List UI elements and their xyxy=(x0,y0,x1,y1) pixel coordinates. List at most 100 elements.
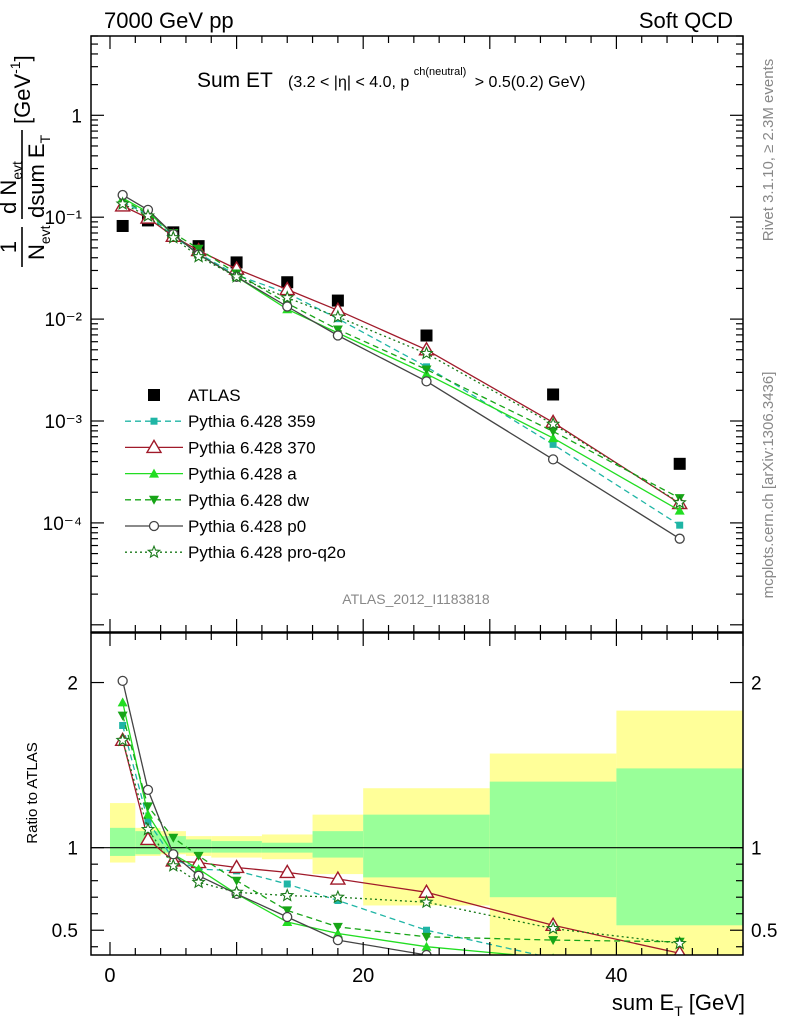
ratio-point-pythia-6-428-pro-q2o xyxy=(229,884,244,899)
ylabel-unit-close: ] xyxy=(10,55,35,61)
ratio-y-tick-label-right: 2 xyxy=(751,674,762,695)
ylabel-rhs-den-sub: T xyxy=(37,134,53,143)
xlabel-unit: [GeV] xyxy=(689,990,745,1015)
plot-title-main: Sum ET xyxy=(197,69,273,92)
legend-item-pythia-6-428-370: Pythia 6.428 370 xyxy=(125,438,316,457)
band-green xyxy=(489,781,617,898)
ratio-point-pythia-6-428-370 xyxy=(329,870,347,885)
legend-marker xyxy=(149,495,159,505)
legend: ATLAS Pythia 6.428 359 Pythia 6.428 370 Pyt… xyxy=(125,386,346,562)
ylabel-rhs-num: d Nevt xyxy=(0,161,25,214)
ratio-frame xyxy=(90,632,744,956)
x-tick-label: 20 xyxy=(352,965,374,987)
point-pythia-6-428-pro-q2o xyxy=(166,230,181,244)
legend-marker xyxy=(148,520,160,532)
ratio-point-pythia-6-428-pro-q2o xyxy=(419,894,434,909)
header-left: 7000 GeV pp xyxy=(104,8,234,33)
point-atlas xyxy=(420,329,433,342)
band-green xyxy=(109,827,136,856)
ylabel-unit-open: [GeV xyxy=(10,74,35,124)
legend-marker xyxy=(150,417,158,425)
plot-title-cut: (3.2 < |η| < 4.0, p ch(neutral) > 0.5(0.… xyxy=(288,62,585,91)
ratio-point-pythia-6-428-370 xyxy=(139,831,157,846)
title-cut-a: (3.2 < |η| < 4.0, p xyxy=(288,74,409,91)
ratio-point-pythia-6-428-dw xyxy=(548,936,559,946)
legend-item-pythia-6-428-pro-q2o: Pythia 6.428 pro-q2o xyxy=(125,543,346,562)
ratio-point-pythia-6-428-pro-q2o xyxy=(115,732,130,747)
ylabel-lhs-den: Nevt xyxy=(24,225,53,260)
point-pythia-6-428-p0 xyxy=(547,454,559,465)
ratio-point-pythia-6-428-p0 xyxy=(549,970,558,979)
title-cut-sup: ch(neutral) xyxy=(414,66,467,78)
main-series-layer xyxy=(114,189,688,544)
ylabel-rhs-den: dsum ET xyxy=(24,134,53,218)
ratio-point-pythia-6-428-pro-q2o xyxy=(280,888,295,902)
y-tick-label: 1 xyxy=(71,106,82,127)
xlabel-sub: T xyxy=(674,1003,683,1019)
point-pythia-6-428-pro-q2o xyxy=(115,196,130,210)
point-atlas xyxy=(547,388,560,401)
ratio-panel: 0.5 0.51 12 20 20 40 xyxy=(52,632,777,988)
ratio-point-pythia-6-428-359 xyxy=(119,721,127,729)
ratio-point-pythia-6-428-dw xyxy=(421,932,432,942)
ratio-line-pythia-6-428-pro-q2o xyxy=(122,740,680,945)
ratio-point-pythia-6-428-p0 xyxy=(282,911,293,923)
point-pythia-6-428-pro-q2o xyxy=(419,345,434,360)
ratio-point-pythia-6-428-dw xyxy=(282,906,293,916)
point-pythia-6-428-pro-q2o xyxy=(545,416,561,431)
legend-marker xyxy=(148,389,160,401)
ratio-point-pythia-6-428-pro-q2o xyxy=(191,874,206,889)
ylabel-lhs-num: 1 xyxy=(0,241,21,253)
legend-label: Pythia 6.428 a xyxy=(188,465,297,484)
ratio-point-pythia-6-428-p0 xyxy=(117,675,128,687)
y-tick-label: 10⁻⁴ xyxy=(43,514,82,535)
x-tick-label: 0 xyxy=(104,965,115,987)
ratio-point-pythia-6-428-pro-q2o xyxy=(166,858,181,872)
ratio-point-pythia-6-428-pro-q2o xyxy=(330,889,346,904)
ratio-uncertainty-bands xyxy=(91,710,743,955)
point-pythia-6-428-p0 xyxy=(674,533,685,544)
legend-marker xyxy=(145,439,163,454)
header-right: Soft QCD xyxy=(639,8,733,33)
ratio-point-pythia-6-428-dw xyxy=(168,833,179,843)
band-green xyxy=(185,839,212,853)
legend-item-pythia-6-428-359: Pythia 6.428 359 xyxy=(125,412,316,431)
ratio-point-pythia-6-428-p0 xyxy=(675,979,684,988)
point-atlas xyxy=(673,457,686,470)
ratio-point-pythia-6-428-dw xyxy=(142,802,153,812)
legend-label: Pythia 6.428 370 xyxy=(188,438,316,457)
ylabel-rhs-num-sub: evt xyxy=(9,161,25,180)
ratio-point-pythia-6-428-a xyxy=(421,941,432,951)
ratio-point-pythia-6-428-359 xyxy=(144,817,152,825)
analysis-id: ATLAS_2012_I1183818 xyxy=(342,591,490,607)
legend-item-pythia-6-428-a: Pythia 6.428 a xyxy=(125,465,297,484)
y-tick-label: 10⁻² xyxy=(45,310,83,331)
ylabel-rhs-num-d: d N xyxy=(0,180,21,214)
main-axis-ticks: 10⁻⁴ 10⁻³ 10⁻² 10⁻¹ 1 xyxy=(43,35,744,632)
line-pythia-6-428-pro-q2o xyxy=(122,203,681,504)
ratio-point-pythia-6-428-370 xyxy=(228,859,245,874)
ratio-axis-ticks: 0.5 0.51 12 20 20 40 xyxy=(52,633,777,987)
legend-label: Pythia 6.428 p0 xyxy=(188,517,306,536)
point-atlas xyxy=(331,294,344,307)
legend-marker xyxy=(146,544,162,559)
point-pythia-6-428-pro-q2o xyxy=(672,495,687,509)
plot-title: Sum ET (3.2 < |η| < 4.0, p ch(neutral) >… xyxy=(197,62,585,92)
ratio-point-pythia-6-428-dw xyxy=(231,876,242,886)
ratio-y-label: Ratio to ATLAS xyxy=(24,742,41,843)
ratio-point-pythia-6-428-a xyxy=(332,928,343,938)
main-y-axis-label: 1 Nevt d Nevt dsum ET [GeV-1] xyxy=(0,55,53,267)
point-pythia-6-428-p0 xyxy=(282,301,293,312)
band-green xyxy=(211,841,262,853)
point-pythia-6-428-a xyxy=(674,505,685,515)
line-pythia-6-428-370 xyxy=(122,205,681,505)
line-pythia-6-428-p0 xyxy=(122,194,681,540)
ratio-line-pythia-6-428-370 xyxy=(122,740,680,954)
point-pythia-6-428-pro-q2o xyxy=(191,249,206,263)
band-green xyxy=(160,836,186,853)
line-pythia-6-428-dw xyxy=(122,199,681,499)
ratio-point-pythia-6-428-p0 xyxy=(332,934,344,946)
point-pythia-6-428-dw xyxy=(548,427,559,437)
main-panel: 10⁻⁴ 10⁻³ 10⁻² 10⁻¹ 1 xyxy=(43,35,744,633)
x-axis-label: sum ET [GeV] xyxy=(612,990,745,1019)
